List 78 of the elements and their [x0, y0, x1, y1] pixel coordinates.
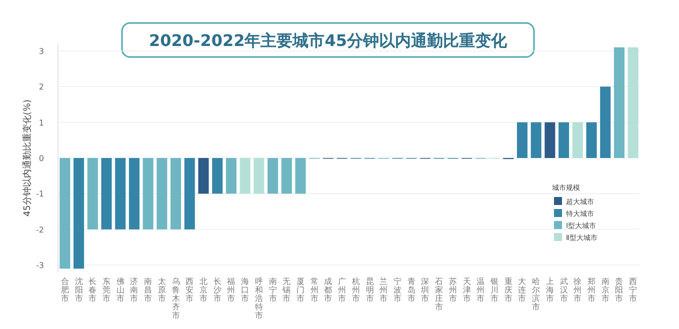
x-tick-label: 佛山市	[116, 277, 124, 304]
bar	[142, 158, 154, 230]
x-tick-label: 哈尔滨市	[532, 277, 540, 312]
x-tick-label: 长春市	[88, 277, 97, 304]
bar	[281, 158, 292, 194]
bar	[101, 158, 112, 230]
x-tick-label: 乌鲁木齐市	[172, 277, 180, 320]
y-tick-label: 2	[38, 82, 44, 92]
bar	[268, 158, 278, 194]
bar	[516, 122, 528, 158]
bar	[240, 158, 250, 194]
x-tick-label: 银川市	[490, 277, 498, 304]
x-tick-label: 西宁市	[629, 277, 638, 304]
x-tick-label: 徐州市	[574, 277, 582, 304]
bar	[115, 158, 126, 230]
x-tick-label: 福州市	[227, 277, 236, 304]
bar	[600, 86, 611, 158]
x-tick-label: 长沙市	[213, 277, 222, 304]
x-tick-label: 西安市	[186, 277, 194, 304]
bar	[60, 158, 70, 269]
x-tick-label: 海口市	[241, 277, 250, 304]
x-tick-label: 杭州市	[350, 277, 360, 304]
x-tick-label: 重庆市	[504, 277, 512, 304]
bar	[128, 158, 140, 230]
x-tick-label: 武汉市	[560, 277, 568, 304]
bar	[572, 122, 583, 158]
x-tick-label: 无锡市	[282, 277, 291, 304]
x-tick-label: 苏州市	[448, 277, 457, 304]
bar	[586, 122, 597, 158]
chart-title: 2020-2022年主要城市45分钟以内通勤比重变化	[149, 31, 508, 50]
y-tick-label: 3	[38, 46, 44, 56]
x-tick-label: 南宁市	[268, 277, 277, 304]
x-tick-label: 大连市	[518, 277, 526, 304]
x-tick-label: 合肥市	[60, 277, 69, 304]
x-tick-label: 深圳市	[420, 277, 430, 304]
x-tick-label: 常州市	[310, 277, 318, 304]
x-tick-label: 兰州市	[380, 277, 388, 304]
bar	[530, 122, 542, 158]
bar	[74, 158, 84, 269]
x-tick-label: 南昌市	[144, 277, 152, 304]
bar	[254, 158, 264, 194]
x-tick-label: 东莞市	[102, 277, 110, 304]
bar	[558, 122, 570, 158]
bar	[198, 158, 209, 194]
bar	[87, 158, 98, 230]
x-tick-label: 呼和浩特市	[254, 277, 263, 320]
x-tick-label: 昆明市	[366, 277, 374, 304]
bar	[628, 47, 638, 158]
bar	[170, 158, 182, 230]
x-tick-label: 太原市	[158, 277, 166, 304]
bar	[212, 158, 223, 194]
y-tick-label: 0	[38, 154, 44, 163]
x-tick-label: 成都市	[324, 277, 332, 304]
x-tick-label: 北京市	[200, 277, 208, 304]
x-tick-label: 济南市	[130, 277, 138, 304]
x-tick-label: 宁波市	[394, 277, 402, 304]
x-tick-label: 广州市	[338, 277, 346, 304]
x-tick-label: 青岛市	[407, 277, 416, 304]
x-tick-label: 郑州市	[588, 277, 596, 304]
x-tick-label: 石家庄市	[435, 277, 444, 312]
y-tick-label: -1	[36, 190, 44, 199]
x-tick-label: 天津市	[462, 277, 471, 304]
x-tick-label: 上海市	[546, 277, 554, 304]
x-tick-label: 温州市	[476, 277, 485, 304]
y-tick-label: 1	[38, 118, 44, 128]
bar	[226, 158, 236, 194]
y-tick-label: -3	[36, 261, 44, 270]
x-tick-label: 南京市	[601, 277, 610, 304]
bar	[156, 158, 168, 230]
x-tick-label: 贵阳市	[615, 277, 624, 304]
x-tick-label: 厦门市	[296, 277, 304, 304]
bar	[295, 158, 306, 194]
bar	[614, 47, 624, 158]
x-tick-label: 沈阳市	[74, 277, 83, 304]
y-axis-title: 45分钟以内通勤比重变化(%)	[22, 99, 33, 217]
y-tick-label: -2	[36, 225, 44, 234]
bar	[544, 122, 556, 158]
bar	[184, 158, 195, 230]
